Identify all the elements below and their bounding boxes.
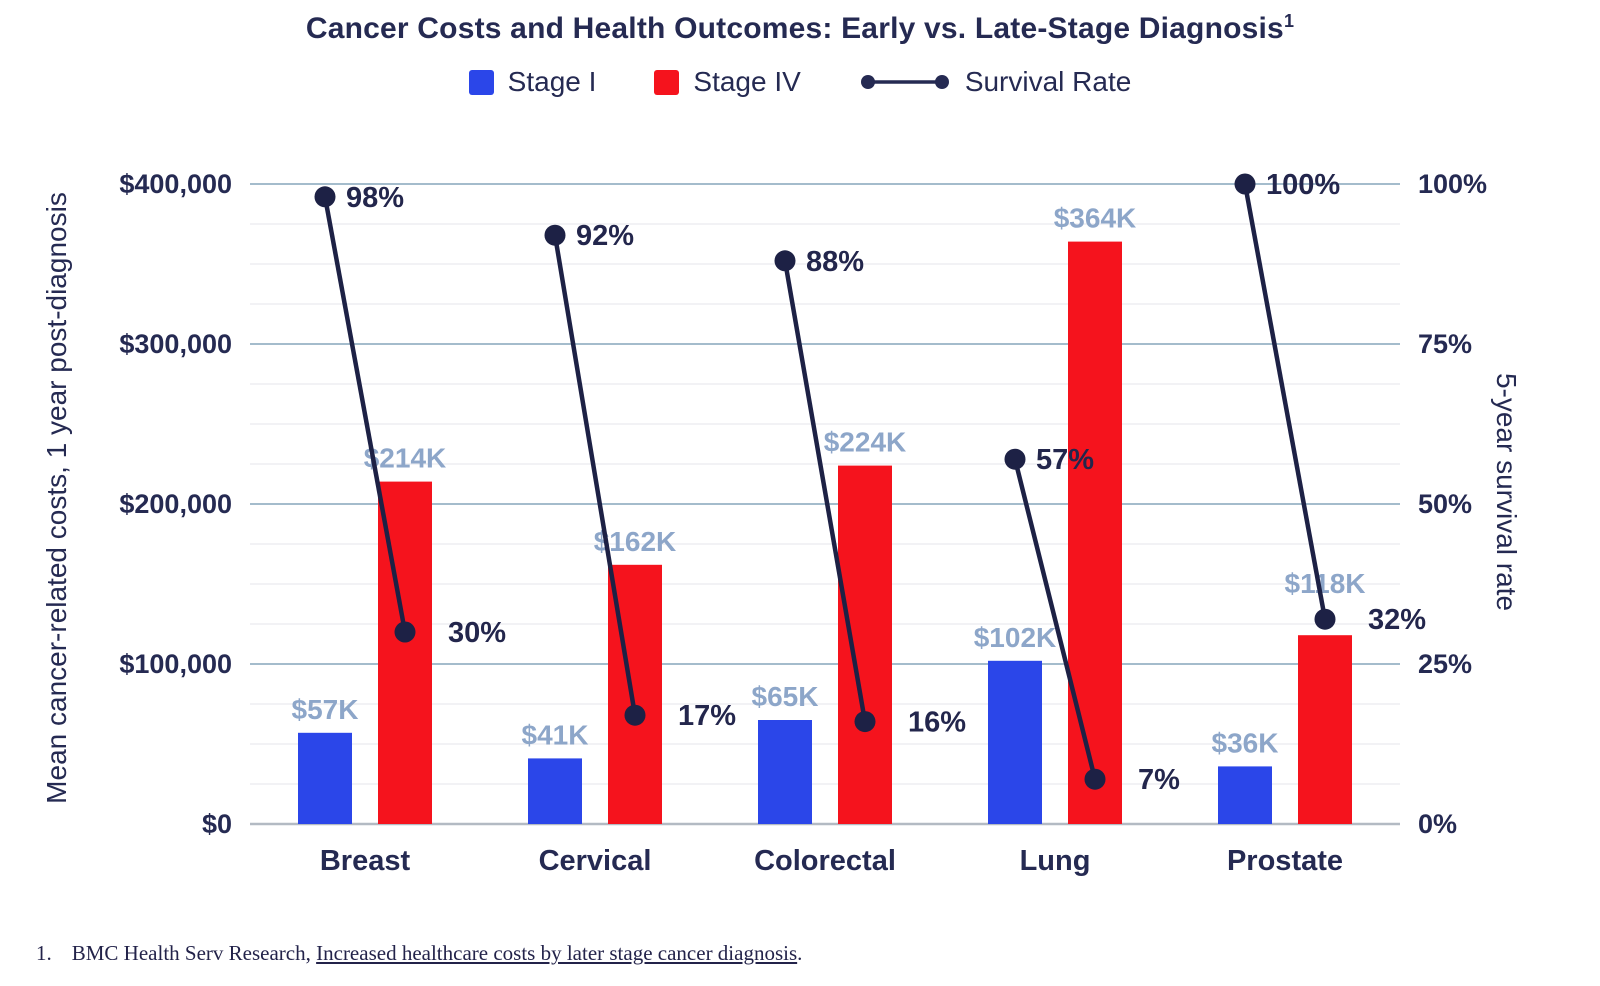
footnote-prefix: BMC Health Serv Research,	[71, 941, 317, 965]
legend-item-stage-i: Stage I	[468, 66, 597, 98]
footnote-link[interactable]: Increased healthcare costs by later stag…	[316, 941, 798, 965]
y-tick-right-75: 75%	[1418, 329, 1472, 359]
survival-line-cervical	[552, 234, 638, 716]
y-tick-right-100: 100%	[1418, 169, 1487, 199]
survival-dot-late-breast	[394, 621, 416, 643]
survival-label-early-prostate: 100%	[1266, 169, 1340, 201]
legend-item-survival-rate: Survival Rate	[859, 66, 1132, 98]
bar-stage-iv-prostate	[1298, 635, 1352, 824]
bar-stage-iv-lung	[1068, 241, 1122, 825]
legend-label-stage-iv: Stage IV	[693, 66, 801, 97]
survival-label-early-breast: 98%	[346, 182, 404, 214]
bar-value-label-stage-iv-breast: $214K	[364, 443, 447, 474]
chart-title-superscript: 1	[1283, 11, 1295, 31]
left-axis-title: Mean cancer-related costs, 1 year post-d…	[41, 192, 72, 804]
y-tick-right-0: 0%	[1418, 809, 1457, 839]
survival-label-late-lung: 7%	[1138, 764, 1180, 796]
y-tick-left-200000: $200,000	[119, 489, 232, 519]
bar-stage-iv-colorectal	[838, 465, 892, 824]
survival-line-lung	[1012, 458, 1098, 780]
survival-dot-early-colorectal	[774, 250, 796, 272]
bar-value-label-stage-iv-colorectal: $224K	[824, 427, 907, 458]
bar-value-label-stage-i-lung: $102K	[974, 622, 1057, 653]
survival-label-early-cervical: 92%	[576, 220, 634, 252]
page-title: Cancer Costs and Health Outcomes: Early …	[0, 12, 1600, 46]
survival-line-colorectal	[782, 260, 868, 722]
survival-dot-early-prostate	[1234, 173, 1256, 195]
bar-value-label-stage-i-cervical: $41K	[522, 719, 589, 750]
stage-iv-swatch-icon	[654, 69, 680, 95]
footnote-number: 1.	[36, 941, 52, 965]
survival-dot-early-breast	[314, 186, 336, 208]
y-tick-left-400000: $400,000	[119, 169, 232, 199]
footnote: 1. BMC Health Serv Research, Increased he…	[36, 941, 802, 966]
right-axis-title: 5-year survival rate	[1491, 372, 1522, 612]
x-category-label-breast: Breast	[320, 845, 411, 877]
survival-dot-late-prostate	[1314, 608, 1336, 630]
survival-dot-early-cervical	[544, 224, 566, 246]
chart-legend: Stage I Stage IV Survival Rate	[0, 66, 1600, 98]
bar-value-label-stage-iv-lung: $364K	[1054, 203, 1137, 234]
y-tick-left-300000: $300,000	[119, 329, 232, 359]
survival-label-early-lung: 57%	[1036, 444, 1094, 476]
stage-i-swatch-icon	[468, 69, 494, 95]
bar-stage-i-cervical	[528, 758, 582, 824]
survival-label-late-cervical: 17%	[678, 700, 736, 732]
survival-dot-late-colorectal	[854, 711, 876, 733]
bar-value-label-stage-i-breast: $57K	[292, 694, 359, 725]
bar-stage-i-breast	[298, 732, 352, 824]
y-tick-right-25: 25%	[1418, 649, 1472, 679]
legend-label-survival-rate: Survival Rate	[964, 66, 1132, 97]
bar-stage-i-prostate	[1218, 766, 1272, 824]
survival-label-early-colorectal: 88%	[806, 246, 864, 278]
survival-label-late-colorectal: 16%	[908, 707, 966, 739]
survival-line-breast	[322, 196, 408, 633]
y-tick-left-0: $0	[202, 809, 232, 839]
survival-dot-early-lung	[1004, 448, 1026, 470]
chart-title-text: Cancer Costs and Health Outcomes: Early …	[305, 12, 1284, 45]
survival-line-prostate	[1242, 183, 1328, 620]
bar-value-label-stage-iv-prostate: $118K	[1285, 568, 1366, 599]
y-tick-right-50: 50%	[1418, 489, 1472, 519]
bar-stage-i-colorectal	[758, 720, 812, 824]
survival-label-late-breast: 30%	[448, 617, 506, 649]
x-category-label-colorectal: Colorectal	[754, 845, 896, 877]
x-category-label-cervical: Cervical	[539, 845, 652, 877]
survival-dot-late-cervical	[624, 704, 646, 726]
footnote-suffix: .	[797, 941, 803, 965]
survival-dot-late-lung	[1084, 768, 1106, 790]
survival-label-late-prostate: 32%	[1368, 604, 1426, 636]
legend-label-stage-i: Stage I	[507, 66, 597, 97]
y-tick-left-100000: $100,000	[119, 649, 232, 679]
bar-stage-i-lung	[988, 660, 1042, 824]
bar-value-label-stage-i-prostate: $36K	[1212, 727, 1279, 758]
x-category-label-prostate: Prostate	[1227, 845, 1343, 877]
bar-value-label-stage-i-colorectal: $65K	[752, 681, 819, 712]
legend-item-stage-iv: Stage IV	[654, 66, 801, 98]
survival-rate-line-icon	[860, 75, 949, 89]
x-category-label-lung: Lung	[1020, 845, 1091, 877]
